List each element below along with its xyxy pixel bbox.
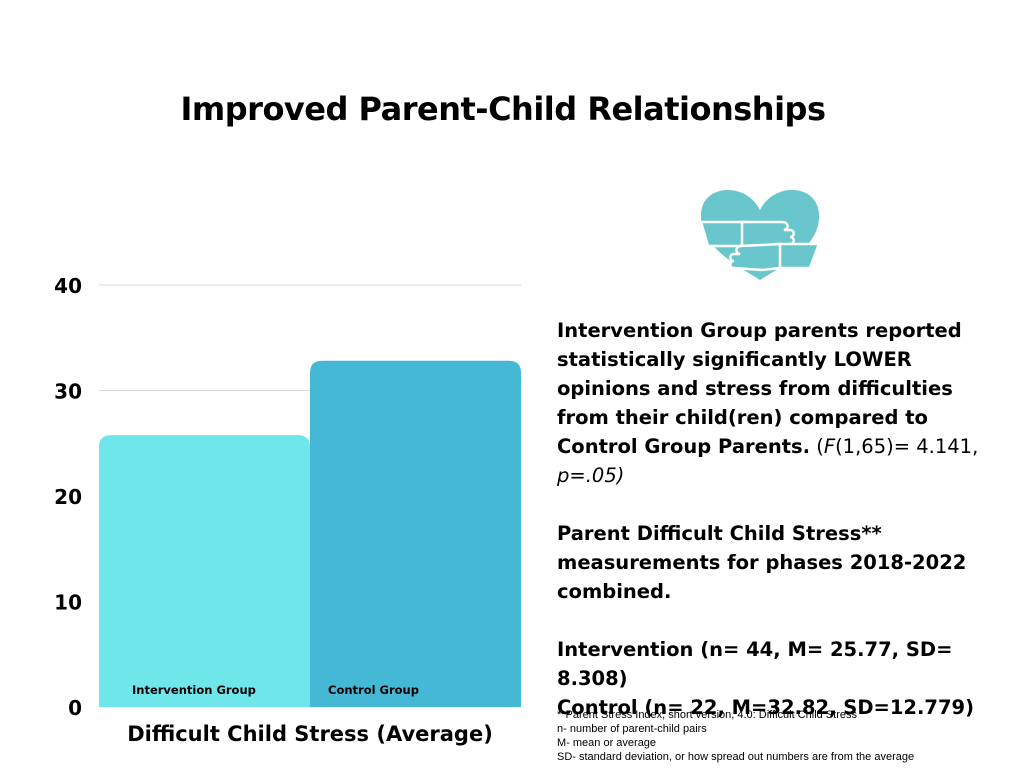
- stat-p: p=.05): [557, 464, 625, 487]
- footnote: M- mean or average: [557, 737, 657, 749]
- footnote: n- number of parent-child pairs: [557, 723, 707, 735]
- x-axis-label: Difficult Child Stress (Average): [127, 722, 493, 746]
- stat-f: F: [823, 435, 836, 458]
- category-label: Intervention Group: [132, 683, 256, 697]
- summary-lead: Intervention Group parents reported stat…: [557, 319, 962, 458]
- page-title: Improved Parent-Child Relationships: [180, 90, 827, 128]
- arm-right: [774, 242, 821, 270]
- chart-bars: [99, 360, 521, 707]
- stat-open: (: [810, 435, 824, 458]
- measure-text: Parent Difficult Child Stress** measurem…: [557, 522, 967, 603]
- hand-upper: [740, 220, 795, 248]
- y-tick-label: 0: [68, 696, 82, 720]
- footnote: SD- standard deviation, or how spread ou…: [557, 751, 915, 763]
- category-labels: Intervention Group Control Group: [132, 683, 419, 697]
- y-tick-label: 40: [54, 274, 82, 298]
- bar-control: [310, 360, 521, 707]
- y-tick-label: 30: [54, 380, 82, 404]
- y-tick-label: 10: [54, 591, 82, 615]
- heart-hug-icon: [699, 190, 821, 280]
- y-tick-label: 20: [54, 485, 82, 509]
- hand-lower: [729, 242, 782, 272]
- y-tick-labels: 0 10 20 30 40: [54, 274, 82, 720]
- control-stats: Control (n= 22, M=32.82, SD=12.779): [557, 696, 975, 719]
- intervention-stats: Intervention (n= 44, M= 25.77, SD= 8.308…: [557, 638, 953, 690]
- bar-intervention: [99, 435, 310, 707]
- bar-chart: 0 10 20 30 40 Intervention Group Control Grou…: [54, 274, 521, 746]
- stat-mid: (1,65)= 4.141,: [835, 435, 979, 458]
- category-label: Control Group: [328, 683, 419, 697]
- arm-left: [699, 220, 748, 248]
- footnotes: **Parent Stress Index, short version, 4.…: [557, 708, 1017, 764]
- footnote: **Parent Stress Index, short version, 4.…: [557, 709, 857, 721]
- summary-text: Intervention Group parents reported stat…: [557, 316, 1007, 722]
